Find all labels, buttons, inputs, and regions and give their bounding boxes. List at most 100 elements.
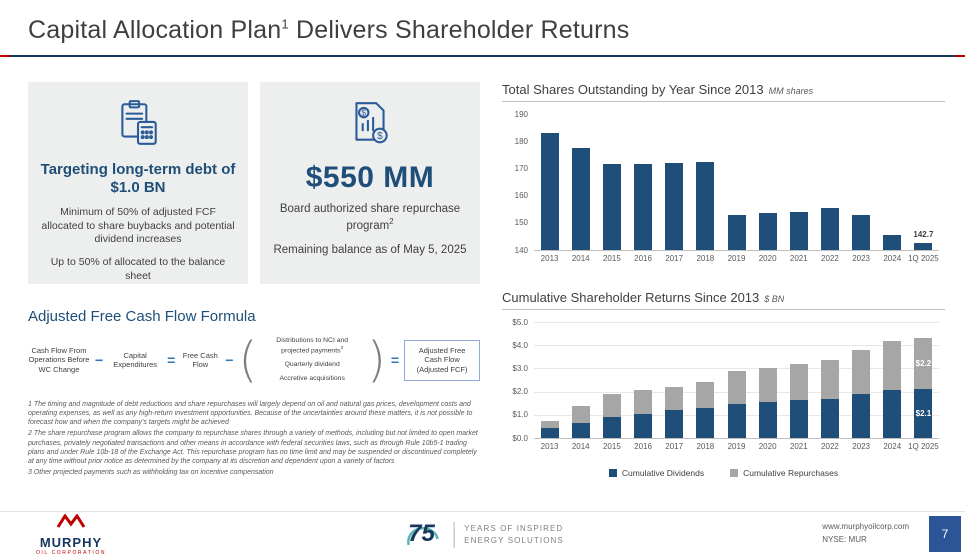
bar-segment bbox=[696, 382, 715, 408]
footer-links: www.murphyoilcorp.com NYSE: MUR bbox=[822, 520, 909, 547]
chart-unit-label: MM shares bbox=[768, 86, 814, 96]
fcf-formula-diagram: Cash Flow From Operations Before WC Chan… bbox=[28, 331, 481, 388]
y-axis-tick: $0.0 bbox=[512, 433, 528, 443]
bar-segment bbox=[758, 402, 777, 438]
y-axis-tick: 140 bbox=[514, 245, 528, 255]
close-paren: ) bbox=[367, 331, 386, 388]
shares-outstanding-chart-block: Total Shares Outstanding by Year Since 2… bbox=[502, 82, 945, 274]
chart-legend: Cumulative Dividends Cumulative Repurcha… bbox=[502, 468, 945, 478]
x-axis-label: 2020 bbox=[758, 254, 777, 263]
bar-segment bbox=[758, 368, 777, 403]
x-axis-line bbox=[534, 438, 939, 439]
legend-item-repurchases: Cumulative Repurchases bbox=[730, 468, 838, 478]
title-text: Delivers Shareholder Returns bbox=[288, 16, 630, 44]
slide-header: Capital Allocation Plan1 Delivers Shareh… bbox=[0, 0, 965, 45]
x-axis-label: 2014 bbox=[571, 442, 590, 451]
right-column: Total Shares Outstanding by Year Since 2… bbox=[480, 82, 945, 479]
equals-operator-icon: = bbox=[390, 352, 400, 369]
x-axis-label: 2020 bbox=[758, 442, 777, 451]
formula-term-capital-expenditures: Capital Expenditures bbox=[113, 350, 158, 370]
data-label: $2.2 bbox=[915, 358, 932, 368]
x-axis-label: 2014 bbox=[571, 254, 590, 263]
bar bbox=[602, 164, 621, 250]
bar-segment bbox=[789, 363, 808, 400]
bar-segment bbox=[602, 393, 621, 418]
x-axis-label: 2022 bbox=[821, 254, 839, 263]
formula-paren-item-nci: Distributions to NCI and projected payme… bbox=[276, 337, 349, 355]
bar-segment bbox=[914, 389, 933, 438]
y-axis-tick: $5.0 bbox=[512, 317, 528, 327]
footnote-1: 1 The timing and magnitude of debt reduc… bbox=[28, 400, 473, 427]
left-column: Targeting long-term debt of $1.0 BN Mini… bbox=[28, 82, 481, 479]
minus-operator-icon: − bbox=[225, 352, 234, 369]
title-text: Capital Allocation Plan bbox=[28, 16, 282, 44]
y-axis-tick: $4.0 bbox=[512, 340, 528, 350]
gridline bbox=[534, 345, 939, 347]
y-axis-tick: $1.0 bbox=[512, 410, 528, 420]
x-axis-label: 2013 bbox=[540, 442, 559, 451]
footnote-ref: 2 bbox=[389, 216, 394, 226]
website-link[interactable]: www.murphyoilcorp.com bbox=[822, 521, 909, 531]
buyback-amount: $550 MM bbox=[305, 161, 435, 194]
buyback-program-card: $ $ $550 MM Board authorized share repur… bbox=[260, 82, 480, 284]
formula-paren-group: Distributions to NCI and projected payme… bbox=[262, 337, 362, 384]
bar-segment bbox=[789, 399, 808, 438]
x-axis-label: 2015 bbox=[602, 254, 621, 263]
bar bbox=[696, 161, 715, 250]
divider-red-tip bbox=[0, 55, 10, 57]
x-axis-label: 2021 bbox=[789, 442, 808, 451]
chart-unit-label: $ BN bbox=[764, 294, 785, 304]
x-axis-label: 2019 bbox=[727, 442, 746, 451]
shares-outstanding-chart: 140 150 160 170 180 190 2013 2014 2015 2016 2017 20… bbox=[502, 106, 945, 274]
formula-paren-item-acquisitions: Accretive acquisitions bbox=[279, 374, 345, 382]
footnote-2: 2 The share repurchase program allows th… bbox=[28, 430, 478, 465]
chart-title: Cumulative Shareholder Returns Since 201… bbox=[502, 290, 945, 310]
murphy-logo-name: MURPHY bbox=[39, 534, 103, 550]
document-dollar-chart-icon: $ $ bbox=[345, 98, 395, 153]
page-number: 7 bbox=[929, 516, 961, 552]
formula-term-free-cash-flow: Free Cash Flow bbox=[182, 350, 218, 370]
card-body-text: Up to 50% of allocated to the balance sh… bbox=[50, 255, 226, 282]
slide-body: Targeting long-term debt of $1.0 BN Mini… bbox=[28, 82, 945, 479]
equals-operator-icon: = bbox=[167, 352, 176, 369]
svg-text:$: $ bbox=[361, 107, 366, 117]
footnote-ref: 3 bbox=[340, 345, 344, 351]
formula-term-cash-flow-operations: Cash Flow From Operations Before WC Chan… bbox=[28, 345, 90, 375]
bar bbox=[634, 164, 653, 250]
bar-segment bbox=[852, 349, 871, 394]
x-axis-label: 2018 bbox=[696, 254, 715, 263]
x-axis-label: 2018 bbox=[696, 442, 715, 451]
x-axis-label: 2013 bbox=[540, 254, 559, 263]
x-axis-label: 2016 bbox=[634, 254, 652, 263]
divider-line bbox=[10, 55, 955, 57]
formula-result-adjusted-fcf: Adjusted Free Cash Flow (Adjusted FCF) bbox=[404, 339, 481, 381]
x-axis-label: 2024 bbox=[883, 442, 902, 451]
debt-target-card: Targeting long-term debt of $1.0 BN Mini… bbox=[28, 82, 248, 284]
divider-red-tip bbox=[955, 55, 965, 57]
x-axis-label: 2015 bbox=[602, 442, 621, 451]
card-body-text: Board authorized share repurchase progra… bbox=[279, 203, 461, 232]
formula-paren-item-dividend: Quarterly dividend bbox=[284, 360, 340, 368]
svg-text:$: $ bbox=[377, 131, 383, 142]
bar bbox=[758, 213, 777, 250]
footnotes: 1 The timing and magnitude of debt reduc… bbox=[28, 400, 480, 478]
ticker-label: NYSE: MUR bbox=[822, 535, 867, 545]
x-axis-label: 2016 bbox=[634, 442, 652, 451]
anniversary-swirl-icon bbox=[406, 526, 439, 545]
title-footnote-ref: 1 bbox=[281, 16, 289, 32]
bar-segment bbox=[540, 427, 559, 438]
bar bbox=[727, 214, 746, 250]
gridline bbox=[534, 368, 939, 370]
bar-segment bbox=[914, 338, 933, 390]
x-axis-line bbox=[534, 250, 939, 251]
legend-swatch-navy bbox=[608, 469, 617, 477]
legend-item-dividends: Cumulative Dividends bbox=[608, 468, 704, 478]
bar-segment bbox=[883, 340, 902, 391]
x-axis-label: 2017 bbox=[665, 442, 684, 451]
murphy-logo: MURPHY OIL CORPORATION bbox=[28, 512, 114, 556]
bar-segment bbox=[571, 405, 590, 423]
x-axis-label: 2024 bbox=[883, 254, 902, 263]
bar-segment bbox=[634, 390, 653, 414]
shareholder-returns-chart-block: Cumulative Shareholder Returns Since 201… bbox=[502, 290, 945, 478]
